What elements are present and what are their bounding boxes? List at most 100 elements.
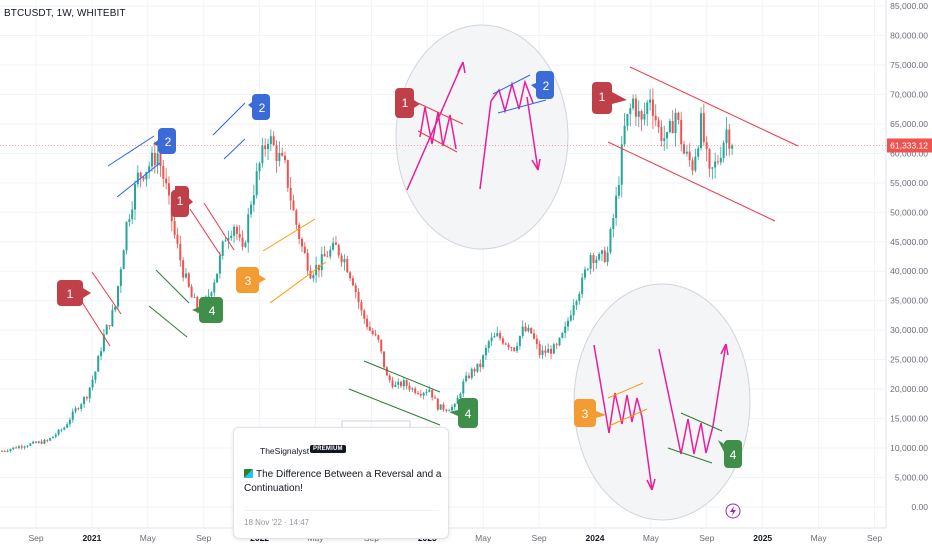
y-tick-label: 20,000.00: [890, 384, 928, 394]
y-tick-label: 85,000.00: [890, 1, 928, 11]
candle-body: [527, 327, 530, 332]
x-tick-label: Sep: [28, 533, 43, 543]
idea-title[interactable]: The Difference Between a Reversal and a …: [244, 468, 444, 496]
candle-body: [323, 254, 326, 257]
svg-text:1: 1: [599, 90, 606, 104]
candle-body: [380, 339, 383, 352]
candle-body: [12, 447, 15, 450]
candle-body: [538, 344, 541, 356]
candle-body: [252, 195, 255, 205]
svg-text:2: 2: [543, 79, 550, 93]
pattern-3-upper: [607, 382, 644, 399]
pattern-4-arrow: [658, 343, 729, 427]
candle-body: [504, 343, 507, 345]
svg-text:1: 1: [402, 96, 409, 110]
candle-body: [561, 332, 564, 338]
x-tick-label: 2025: [753, 533, 772, 543]
candle-body: [516, 345, 519, 351]
candle-body: [303, 246, 306, 254]
candle-body: [388, 375, 391, 381]
candle-body: [535, 338, 538, 345]
y-tick-label: 45,000.00: [890, 237, 928, 247]
x-tick-label: Sep: [532, 533, 547, 543]
idea-card[interactable]: TheSignalyst PREMIUM The Difference Betw…: [233, 427, 449, 539]
candle-body: [564, 326, 567, 333]
author-name[interactable]: TheSignalyst: [260, 446, 310, 456]
channel-blue-2c: [212, 102, 246, 136]
candle-body: [354, 285, 357, 293]
idea-date: 18 Nov '22 · 14:47: [244, 518, 310, 527]
candle-body: [334, 242, 337, 245]
candle-body: [315, 264, 318, 276]
candle-body: [533, 333, 536, 339]
candle-body: [688, 151, 691, 161]
candle-body: [453, 404, 456, 408]
candle-body: [80, 404, 83, 409]
candle-body: [405, 380, 408, 386]
candle-body: [518, 335, 521, 346]
svg-text:1: 1: [177, 194, 184, 208]
callout-3-circle: 3: [574, 399, 606, 427]
channel-red-1b: [81, 301, 111, 347]
candle-body: [227, 238, 230, 241]
candle-body: [156, 153, 159, 166]
pattern-4-lower: [667, 447, 713, 464]
candle-body: [363, 310, 366, 319]
candle-body: [238, 234, 241, 238]
candle-body: [165, 178, 168, 184]
x-tick-label: May: [475, 533, 492, 543]
svg-text:4: 4: [730, 448, 737, 462]
candle-body: [26, 445, 29, 447]
candle-body: [34, 441, 37, 443]
candle-body: [139, 172, 142, 177]
candle-body: [586, 268, 589, 270]
candle-body: [583, 269, 586, 278]
candle-body: [1, 451, 3, 452]
candle-body: [159, 153, 162, 166]
candle-body: [419, 393, 422, 396]
candle-body: [295, 210, 298, 225]
symbol-header: BTCUSDT, 1W, WHITEBIT: [4, 8, 126, 19]
y-tick-label: 15,000.00: [890, 414, 928, 424]
callout-1-mid: 1: [171, 186, 193, 217]
y-tick-label: 30,000.00: [890, 325, 928, 335]
candle-body: [462, 381, 465, 394]
candle-body: [196, 297, 199, 309]
channel-blue-2d: [223, 138, 246, 160]
candle-body: [142, 176, 145, 180]
candle-body: [368, 326, 371, 331]
candle-body: [85, 397, 88, 399]
candle-body: [337, 244, 340, 256]
candle-body: [626, 114, 629, 126]
idea-title-text: The Difference Between a Reversal and a …: [244, 469, 442, 494]
callout-4-circle: 4: [718, 440, 742, 468]
callout-3-left: 3: [236, 267, 266, 293]
explainer-circle-bottom: [573, 283, 751, 521]
candle-body: [550, 348, 553, 354]
candle-body: [102, 334, 105, 352]
candle-body: [108, 325, 111, 326]
candle-body: [603, 250, 606, 263]
candle-body: [377, 335, 380, 340]
candle-body: [649, 99, 652, 103]
channel-blue-2b: [116, 162, 161, 198]
candle-body: [479, 363, 482, 368]
candle-body: [487, 341, 490, 348]
candle-body: [37, 441, 40, 443]
candle-body: [615, 195, 618, 219]
candle-body: [145, 172, 148, 180]
candle-body: [482, 355, 485, 368]
channel-orange-3a: [262, 218, 316, 252]
candle-body: [685, 151, 688, 154]
candle-body: [241, 237, 244, 247]
svg-text:4: 4: [209, 304, 216, 318]
price-axis[interactable]: 0.00 5,000.00 10,000.00 15,000.00 20,000.00 2…: [885, 0, 932, 550]
candle-body: [250, 204, 253, 215]
candle-body: [187, 273, 190, 287]
lightning-icon[interactable]: [725, 503, 741, 519]
candle-body: [671, 121, 674, 134]
candle-body: [691, 160, 694, 171]
candle-body: [9, 449, 12, 451]
y-tick-label: 70,000.00: [890, 89, 928, 99]
